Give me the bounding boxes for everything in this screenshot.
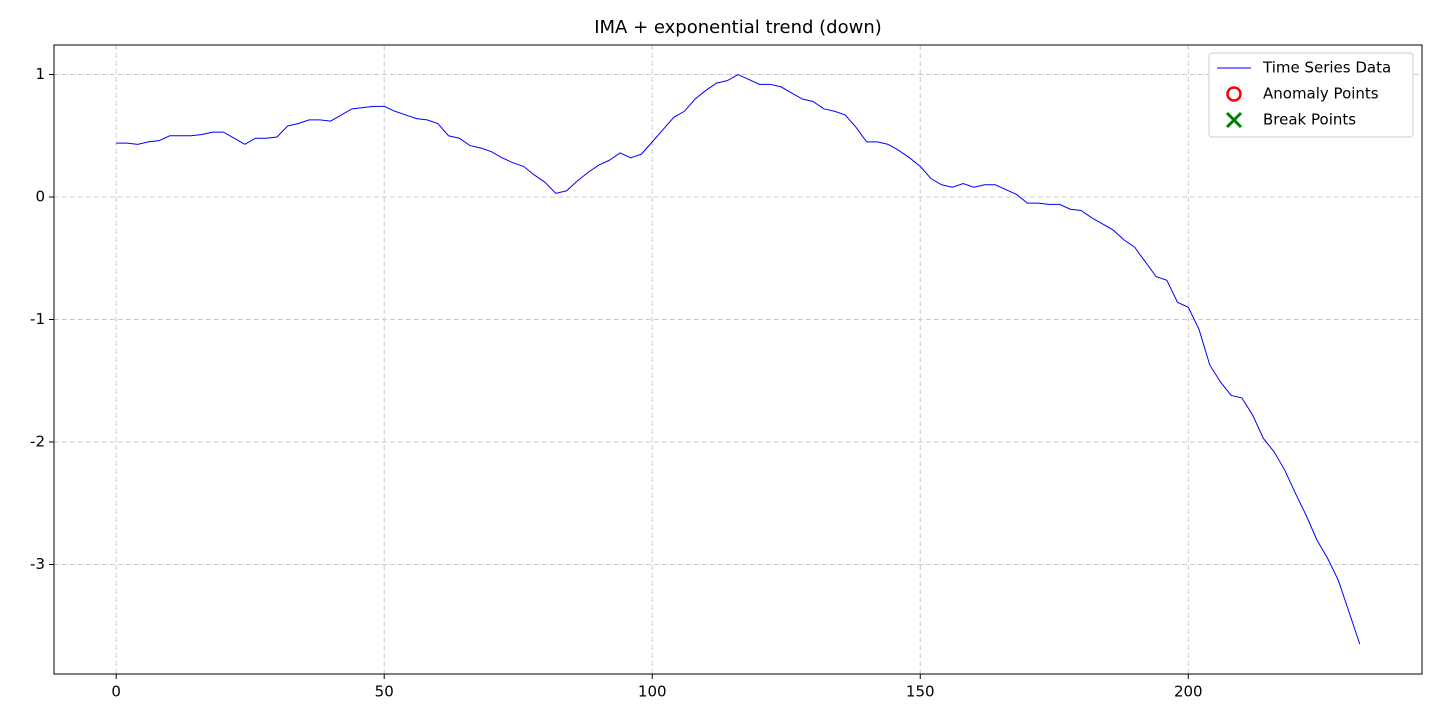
x-tick-label: 100 (638, 683, 667, 701)
x-tick-label: 50 (375, 683, 394, 701)
chart-title: IMA + exponential trend (down) (594, 17, 882, 38)
y-tick-label: 0 (35, 188, 45, 206)
x-tick-label: 0 (111, 683, 121, 701)
legend-label: Anomaly Points (1263, 85, 1379, 103)
x-tick-label: 150 (906, 683, 935, 701)
data-line (116, 73, 1361, 645)
legend-label: Time Series Data (1262, 59, 1391, 77)
plot-frame (53, 44, 1423, 675)
y-tick-label: -2 (30, 432, 45, 450)
y-tick-label: -1 (30, 310, 45, 328)
x-tick-label: 200 (1174, 683, 1203, 701)
legend-label: Break Points (1263, 111, 1356, 129)
y-tick-label: -3 (30, 555, 45, 573)
y-tick-label: 1 (35, 65, 45, 83)
legend-swatch (1226, 86, 1242, 102)
legend-swatch (1225, 111, 1243, 129)
legend: Time Series Data Anomaly Points Break Poin… (1208, 52, 1414, 138)
legend-box (1208, 52, 1414, 138)
